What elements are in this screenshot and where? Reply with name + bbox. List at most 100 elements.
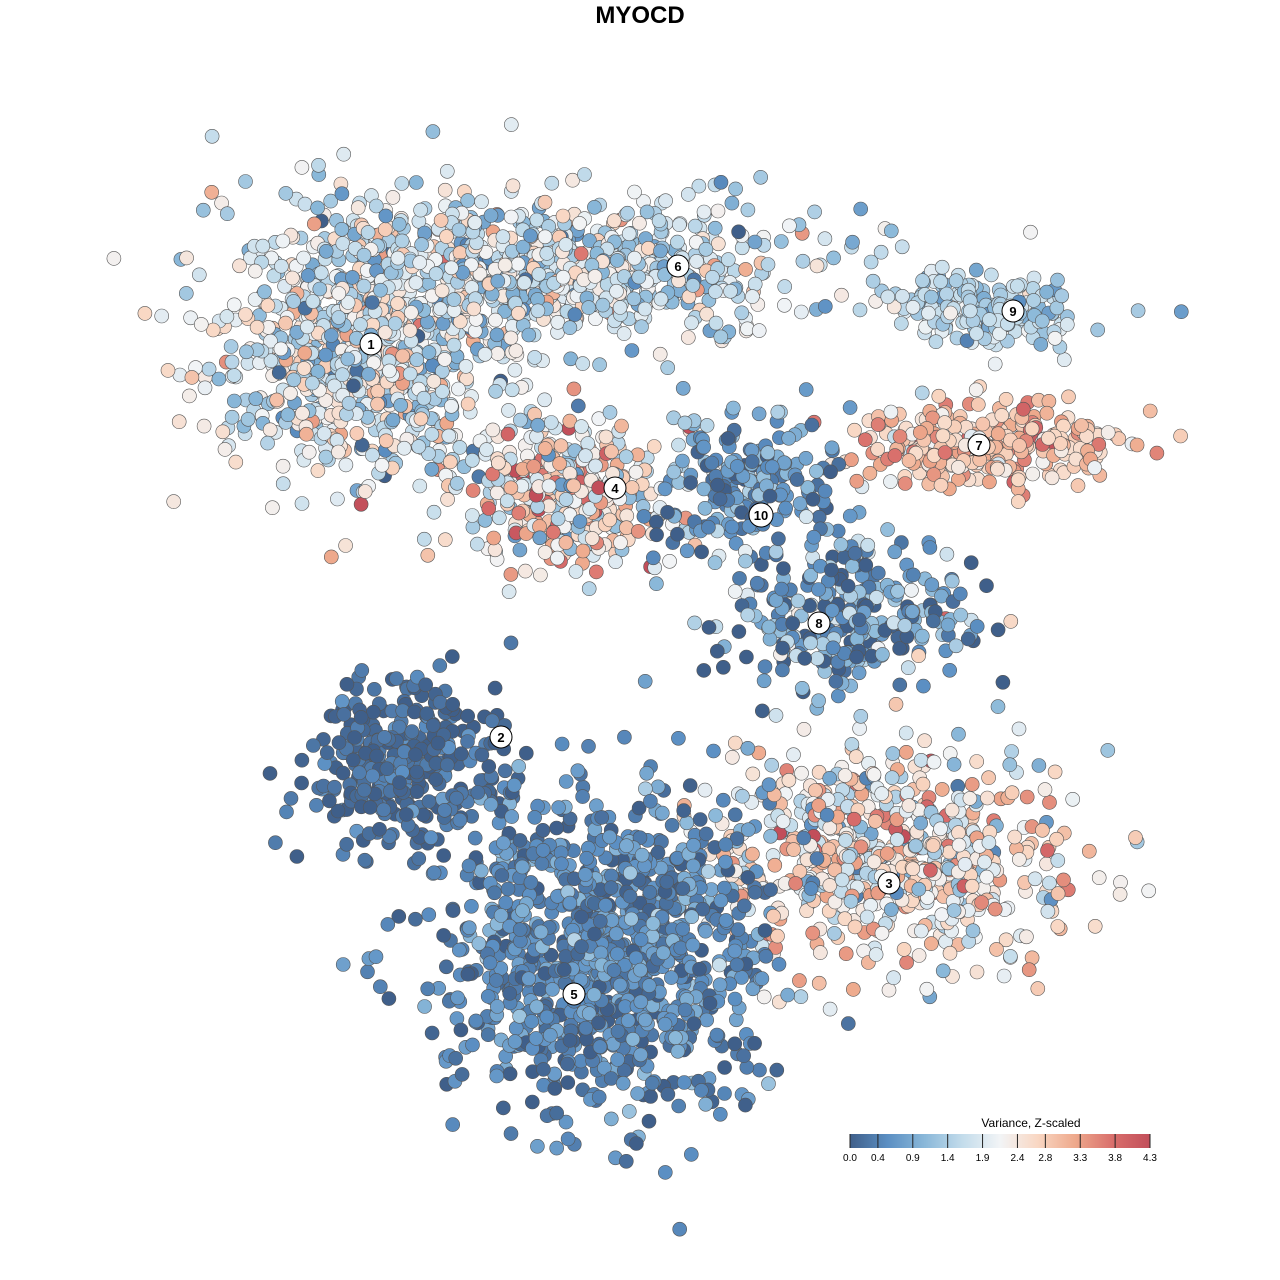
cell-point	[717, 880, 732, 896]
cell-point	[785, 616, 801, 631]
cell-point	[578, 1020, 594, 1036]
cell-point	[283, 385, 298, 401]
cell-point	[588, 564, 604, 580]
cell-point	[875, 647, 890, 662]
cell-point	[512, 833, 528, 848]
cell-point	[686, 1016, 702, 1032]
cell-point	[904, 604, 920, 619]
cell-point	[933, 477, 949, 493]
cell-point	[702, 995, 718, 1011]
cell-point	[365, 704, 381, 720]
cell-point	[637, 301, 653, 317]
cell-point	[797, 651, 813, 666]
cell-point	[313, 265, 329, 281]
cell-point	[322, 793, 337, 809]
cell-point	[923, 936, 939, 951]
cell-point	[827, 862, 843, 878]
cell-point	[633, 1047, 649, 1063]
cell-point	[551, 800, 566, 815]
cell-point	[294, 160, 310, 175]
cell-point	[365, 768, 380, 784]
cell-point	[617, 729, 632, 745]
cell-point	[441, 428, 457, 444]
cell-point	[698, 1097, 714, 1112]
cell-point	[598, 897, 613, 913]
cell-point	[1050, 272, 1065, 288]
cell-point	[581, 300, 596, 315]
cell-point	[817, 299, 833, 314]
cell-point	[570, 398, 586, 414]
cell-point	[709, 643, 725, 659]
cell-point	[900, 785, 915, 801]
cell-point	[939, 546, 955, 562]
cell-point	[364, 295, 380, 310]
cell-point	[376, 802, 392, 818]
cell-point	[870, 417, 886, 432]
cell-point	[421, 794, 437, 809]
cell-point	[776, 561, 791, 576]
cell-point	[1056, 872, 1071, 888]
cell-point	[764, 757, 780, 773]
cell-point	[503, 330, 519, 346]
cell-point	[897, 618, 913, 633]
cell-point	[502, 1066, 518, 1082]
cell-point	[745, 846, 760, 862]
cell-point	[515, 903, 530, 919]
cell-point	[592, 1039, 608, 1054]
cell-point	[490, 346, 506, 361]
cell-point	[747, 276, 763, 292]
cell-point	[614, 418, 629, 434]
cell-point	[812, 945, 828, 960]
cell-point	[598, 429, 614, 445]
cell-point	[990, 426, 1006, 442]
cell-point	[451, 222, 467, 238]
cell-point	[577, 167, 592, 182]
cell-point	[643, 1089, 658, 1104]
cell-point	[826, 250, 841, 266]
cell-point	[608, 554, 623, 570]
cell-point	[368, 949, 384, 965]
cell-point	[846, 811, 862, 827]
cell-point	[389, 671, 404, 686]
cell-point	[425, 124, 441, 139]
cell-point	[247, 292, 263, 307]
cell-point	[503, 480, 519, 496]
cell-point	[727, 807, 743, 823]
cell-point	[377, 325, 393, 340]
cell-point	[676, 1075, 692, 1090]
cell-point	[495, 229, 511, 244]
cell-point	[636, 509, 652, 524]
cell-point	[537, 392, 552, 408]
cell-point	[294, 775, 309, 791]
cell-point	[682, 778, 698, 793]
cell-point	[757, 659, 773, 675]
cell-point	[845, 234, 860, 250]
cell-point	[353, 710, 369, 725]
cell-point	[224, 409, 240, 425]
cell-point	[310, 463, 326, 478]
cell-point	[964, 777, 980, 792]
cell-point	[980, 790, 995, 806]
cell-point	[560, 1075, 576, 1090]
cell-point	[794, 765, 809, 781]
cell-point	[433, 213, 449, 228]
cell-point	[612, 977, 628, 993]
cell-point	[280, 407, 296, 423]
cell-point	[1141, 883, 1156, 899]
cell-point	[853, 839, 869, 855]
cell-point	[734, 240, 750, 256]
cell-point	[539, 246, 555, 261]
cell-point	[1030, 981, 1046, 996]
cell-point	[644, 1075, 660, 1091]
cell-point	[445, 1117, 461, 1132]
cell-point	[881, 982, 897, 998]
cell-point	[979, 869, 995, 885]
cell-point	[266, 268, 282, 284]
cell-point	[413, 202, 428, 218]
cell-point	[729, 831, 745, 847]
cell-point	[421, 345, 437, 360]
cell-point	[660, 360, 676, 376]
cell-point	[951, 837, 967, 853]
cell-point	[595, 297, 611, 313]
cell-point	[1054, 288, 1069, 304]
